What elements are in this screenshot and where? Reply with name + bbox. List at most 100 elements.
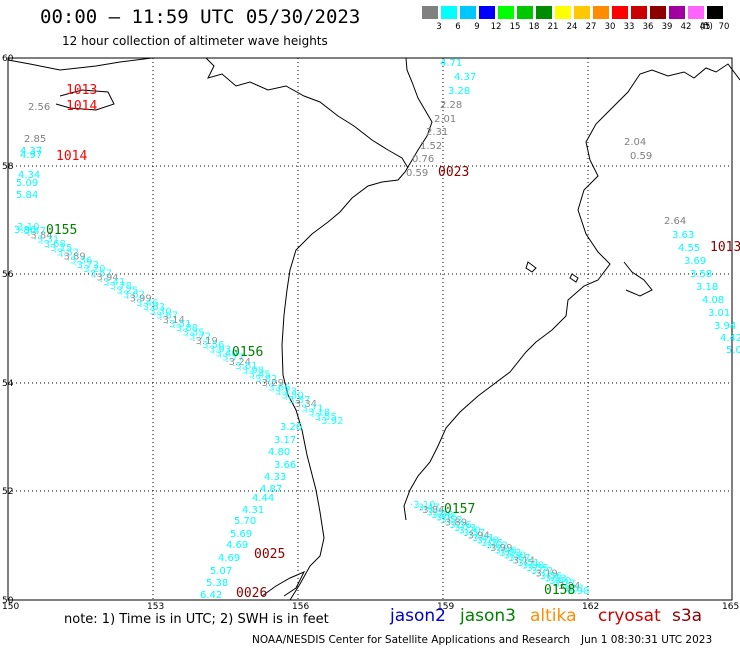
mission-s3a: s3a — [672, 606, 703, 626]
track-sample-mark: ·3.78 — [473, 535, 498, 546]
wave-height-value: 4.37 — [20, 146, 42, 157]
mission-jason2: jason2 — [390, 606, 446, 626]
track-sample-mark: ·3.67 — [153, 311, 178, 322]
track-sample-mark: ·3.30 — [146, 306, 171, 317]
track-sample-mark: ·3.36 — [446, 520, 471, 531]
legend-unit: (ft) — [700, 22, 713, 32]
track-sample-mark: ·3.94 — [93, 273, 118, 284]
track-sample-mark: ·3.30 — [501, 551, 526, 562]
track-sample-mark: ·3.66 — [265, 382, 290, 393]
wave-height-value: 3.01 — [708, 308, 730, 319]
track-sample-mark: ·3.50 — [278, 391, 303, 402]
track-sample-mark: ·3.92 — [318, 416, 343, 427]
wave-height-value: 4.44 — [252, 493, 274, 504]
track-sample-mark: ·3.99 — [126, 294, 151, 305]
sakhalin-tip — [261, 571, 306, 597]
legend-label: 45 — [699, 22, 711, 32]
legend-swatch — [650, 6, 666, 19]
pass-time-label: 0026 — [236, 586, 267, 601]
wave-height-value: 1.52 — [420, 141, 442, 152]
track-sample-mark: ·3.41 — [100, 277, 125, 288]
wave-height-value: 4.33 — [264, 472, 286, 483]
track-sample-mark: ·3.45 — [245, 370, 270, 381]
wave-height-value: 2.31 — [426, 127, 448, 138]
pass-time-label: 1013 — [66, 83, 97, 98]
track-sample-mark: ·3.25 — [113, 285, 138, 296]
track-sample-mark: ·3.89 — [60, 252, 85, 263]
wave-height-value: 4.55 — [678, 243, 700, 254]
longitude-tick-label: 156 — [292, 602, 309, 612]
wave-height-value: 4.69 — [226, 540, 248, 551]
track-sample-mark: ·3.99 — [487, 543, 512, 554]
map-frame — [7, 57, 733, 601]
track-sample-mark: ·3.46 — [492, 546, 517, 557]
track-sample-mark: ·3.24 — [226, 357, 251, 368]
satellite-tracks: ·3.10·3.47·3.84·3.31·3.68·3.15·3.52·3.89… — [14, 222, 589, 597]
wave-height-value: 4.69 — [218, 553, 240, 564]
legend-label: 39 — [661, 22, 673, 32]
track-sample-mark: ·3.20 — [455, 525, 480, 536]
track-sample-mark: ·3.73 — [451, 523, 476, 534]
pass-time-label: 0158 — [544, 583, 575, 598]
track-sample-mark: ·3.88 — [519, 561, 544, 572]
wave-height-value: 6.42 — [200, 590, 222, 601]
track-sample-mark: ·3.68 — [428, 510, 453, 521]
longitude-tick-label: 165 — [722, 602, 739, 612]
track-sample-mark: ·3.93 — [206, 344, 231, 355]
wave-height-value: 2.01 — [434, 114, 456, 125]
track-sample-mark: ·3.19 — [532, 568, 557, 579]
track-sample-mark: ·3.51 — [166, 319, 191, 330]
pass-time-label: 0157 — [444, 502, 475, 517]
wave-height-value: 0.76 — [412, 154, 434, 165]
map-subtitle: 12 hour collection of altimeter wave hei… — [62, 34, 328, 48]
mission-jason3: jason3 — [460, 606, 516, 626]
track-sample-mark: ·3.29 — [259, 378, 284, 389]
axis-tick-labels: 150 153 156 159 162 165 60 58 56 54 52 50 — [2, 54, 739, 612]
pass-time-label: 0155 — [46, 223, 77, 238]
track-sample-mark: ·3.72 — [186, 332, 211, 343]
legend-label: 30 — [604, 22, 616, 32]
track-sample-mark: ·3.57 — [87, 268, 112, 279]
wave-height-value: 5.69 — [230, 529, 252, 540]
pass-time-label: 0156 — [232, 345, 263, 360]
track-sample-mark: ·3.84 — [419, 505, 444, 516]
track-sample-mark: ·3.13 — [272, 387, 297, 398]
generation-time: Jun 1 08:30:31 UTC 2023 — [581, 634, 713, 646]
track-sample-mark: ·3.18 — [305, 408, 330, 419]
track-sample-mark: ·3.87 — [285, 395, 310, 406]
track-sample-mark: ·3.15 — [433, 513, 458, 524]
wave-height-value: 2.28 — [440, 100, 462, 111]
track-sample-mark: ·3.78 — [107, 281, 132, 292]
track-sample-mark: ·3.47 — [21, 226, 46, 237]
longitude-tick-label: 159 — [437, 602, 454, 612]
legend-label: 21 — [547, 22, 559, 32]
wave-height-value: 2.85 — [24, 134, 46, 145]
legend-label: 3 — [436, 22, 442, 32]
wave-height-value: 5.09 — [16, 178, 38, 189]
track-sample-mark: ·3.56 — [199, 340, 224, 351]
wave-height-value: 2.64 — [664, 216, 686, 227]
track-sample-mark: ·3.93 — [541, 573, 566, 584]
wave-height-value: 3.58 — [690, 269, 712, 280]
wave-height-value: 5.81 — [0, 0, 22, 3]
track-sample-mark: ·3.67 — [505, 553, 530, 564]
legend-swatch — [612, 6, 628, 19]
legend-label: 42 — [680, 22, 692, 32]
wave-height-value: 4.87 — [260, 484, 282, 495]
latitude-tick-label: 52 — [2, 487, 13, 497]
wave-height-value: 5.0 — [726, 345, 740, 356]
legend-swatch — [669, 6, 685, 19]
peninsula-east — [623, 261, 653, 297]
track-sample-mark: ·3.47 — [415, 503, 440, 514]
graticule — [8, 58, 732, 600]
pass-time-label: 0023 — [438, 165, 469, 180]
magadan-coast — [7, 57, 153, 111]
northern-shore — [205, 57, 409, 169]
wave-height-value: 4.31 — [242, 505, 264, 516]
wave-height-value: 3.86 — [14, 225, 36, 236]
legend-label: 27 — [585, 22, 597, 32]
longitude-tick-label: 150 — [2, 602, 19, 612]
track-sample-mark: ·3.72 — [528, 566, 553, 577]
pass-time-labels: 1013101410140023101301550156015701580025… — [46, 83, 740, 601]
